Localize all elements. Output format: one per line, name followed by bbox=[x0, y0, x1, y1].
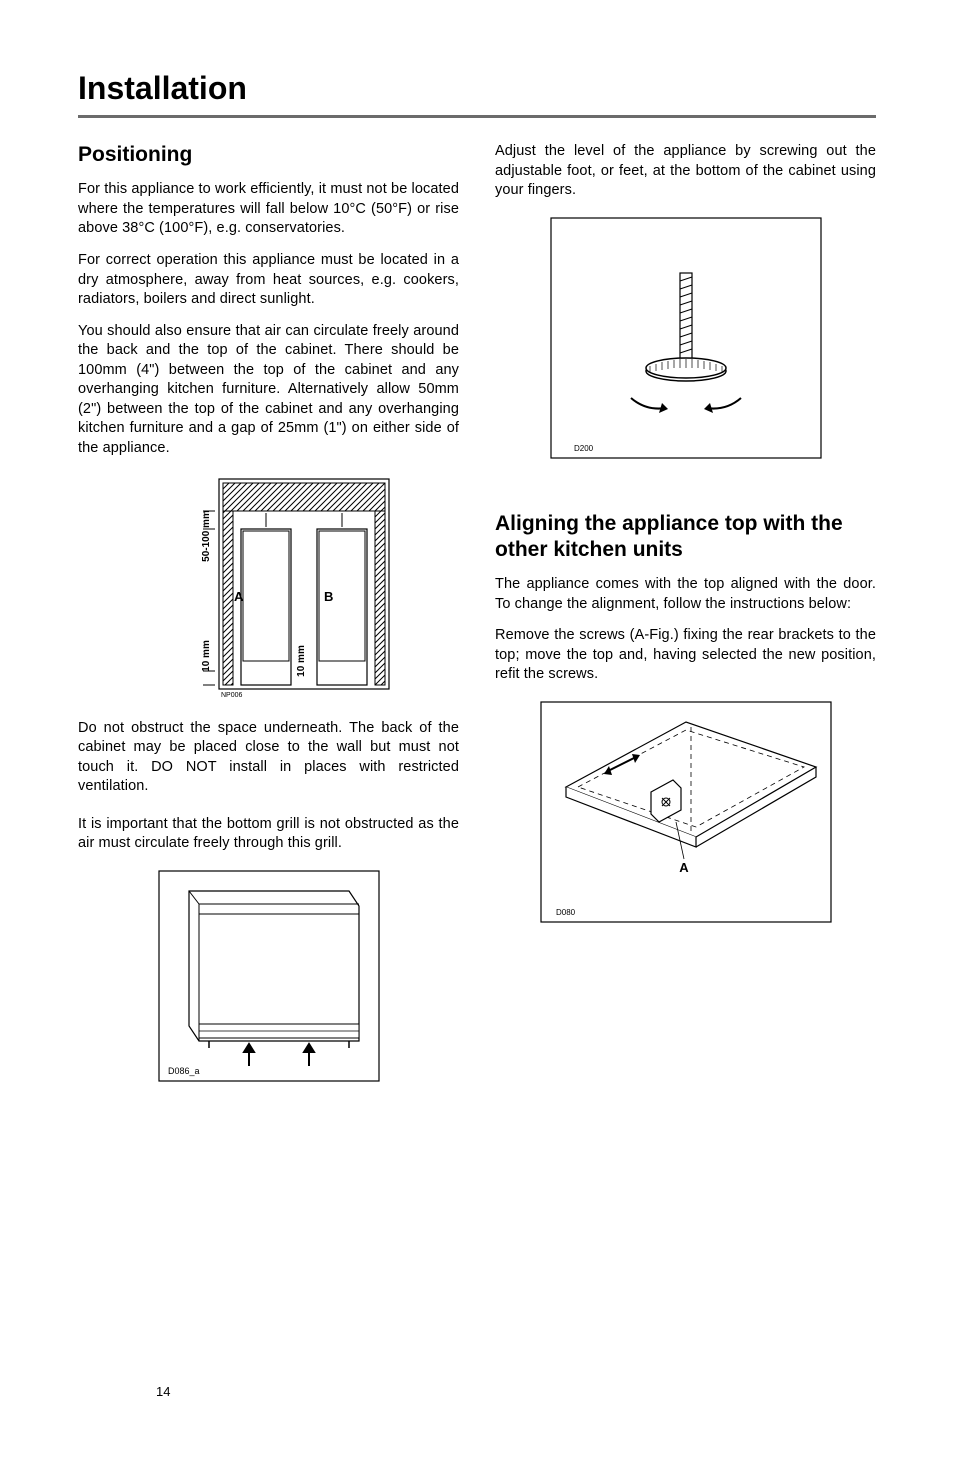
svg-text:A: A bbox=[679, 860, 689, 875]
paragraph: Remove the screws (A-Fig.) fixing the re… bbox=[495, 626, 876, 685]
paragraph: You should also ensure that air can circ… bbox=[78, 322, 459, 459]
svg-text:D080: D080 bbox=[556, 908, 576, 917]
paragraph: It is important that the bottom grill is… bbox=[78, 815, 459, 854]
svg-text:10 mm: 10 mm bbox=[296, 645, 307, 677]
left-column: Positioning For this appliance to work e… bbox=[78, 142, 459, 1104]
svg-text:B: B bbox=[324, 589, 333, 604]
figure-bottom-grill: D086_a bbox=[154, 866, 384, 1086]
svg-text:D086_a: D086_a bbox=[168, 1066, 200, 1076]
paragraph: For correct operation this appliance mus… bbox=[78, 251, 459, 310]
paragraph: For this appliance to work efficiently, … bbox=[78, 180, 459, 239]
two-column-layout: Positioning For this appliance to work e… bbox=[78, 142, 876, 1104]
figure-clearance-diagram: 50-100 mm 10 mm 10 mm A B NP006 bbox=[139, 471, 399, 701]
figure-adjustable-foot: D200 bbox=[546, 213, 826, 463]
svg-text:A: A bbox=[234, 589, 244, 604]
aligning-heading: Aligning the appliance top with the othe… bbox=[495, 511, 876, 564]
svg-text:NP006: NP006 bbox=[221, 692, 243, 699]
paragraph: The appliance comes with the top aligned… bbox=[495, 575, 876, 614]
svg-text:50-100 mm: 50-100 mm bbox=[201, 510, 212, 562]
page-title: Installation bbox=[78, 70, 876, 118]
page-number: 14 bbox=[156, 1384, 170, 1399]
positioning-heading: Positioning bbox=[78, 142, 459, 168]
paragraph: Adjust the level of the appliance by scr… bbox=[495, 142, 876, 201]
right-column: Adjust the level of the appliance by scr… bbox=[495, 142, 876, 1104]
figure-top-alignment: A D080 bbox=[536, 697, 836, 927]
paragraph: Do not obstruct the space underneath. Th… bbox=[78, 719, 459, 797]
svg-text:D200: D200 bbox=[574, 444, 594, 453]
svg-text:10 mm: 10 mm bbox=[201, 640, 212, 672]
